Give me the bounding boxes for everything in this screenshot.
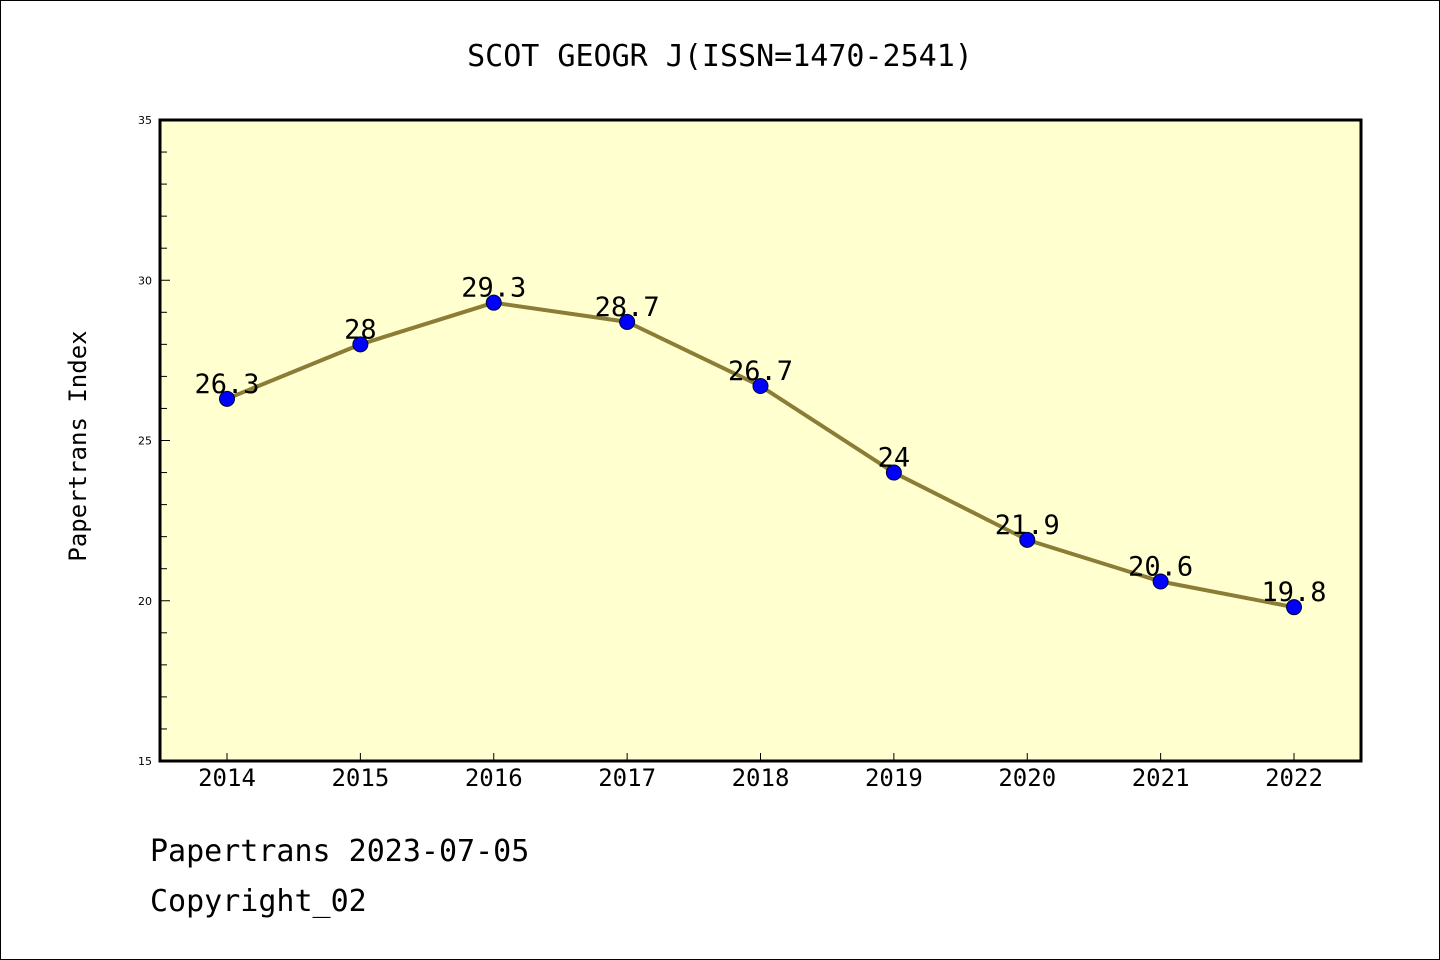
y-tick-label: 20	[138, 595, 152, 608]
data-point	[619, 313, 636, 330]
data-point	[485, 294, 502, 311]
data-point	[885, 464, 902, 481]
x-tick-label: 2018	[732, 764, 790, 792]
data-point	[1019, 531, 1036, 548]
x-tick-label: 2014	[198, 764, 256, 792]
y-tick-label: 25	[138, 435, 152, 448]
y-tick-label: 30	[138, 274, 152, 287]
data-label: 26.7	[728, 356, 793, 387]
data-label: 26.3	[194, 369, 259, 400]
footer-date: Papertrans 2023-07-05	[150, 834, 530, 869]
y-tick-label: 35	[138, 114, 152, 127]
y-axis: 15 20 25 30 35	[138, 114, 170, 768]
data-label: 29.3	[461, 273, 526, 304]
data-point	[1152, 573, 1169, 590]
series-group: 26.3 28 29.3 28.7 26.7 24 21.9 20.6 19.8	[194, 273, 1327, 616]
x-tick-label: 2022	[1265, 764, 1323, 792]
x-tick-label: 2021	[1132, 764, 1190, 792]
x-tick-label: 2020	[998, 764, 1056, 792]
data-label: 28	[344, 314, 377, 345]
plot-area	[158, 118, 1363, 763]
data-label: 21.9	[995, 510, 1060, 541]
x-tick-label: 2015	[331, 764, 389, 792]
chart-title: SCOT GEOGR J(ISSN=1470-2541)	[467, 39, 973, 74]
footer-copyright: Copyright_02	[150, 884, 367, 919]
data-point	[219, 390, 235, 407]
data-label: 20.6	[1128, 552, 1193, 583]
x-tick-label: 2016	[465, 764, 523, 792]
x-tick-label: 2019	[865, 764, 923, 792]
data-label: 19.8	[1261, 577, 1326, 608]
data-point	[752, 378, 769, 395]
y-axis-label: Papertrans Index	[64, 330, 92, 561]
data-point	[1286, 599, 1302, 616]
data-label: 28.7	[595, 292, 660, 323]
data-point	[352, 336, 369, 353]
data-label: 24	[878, 443, 911, 474]
y-tick-label: 15	[138, 755, 152, 768]
x-axis: 2014 2015 2016 2017 2018 2019 2020 2021 2022	[198, 753, 1323, 792]
x-tick-label: 2017	[598, 764, 656, 792]
